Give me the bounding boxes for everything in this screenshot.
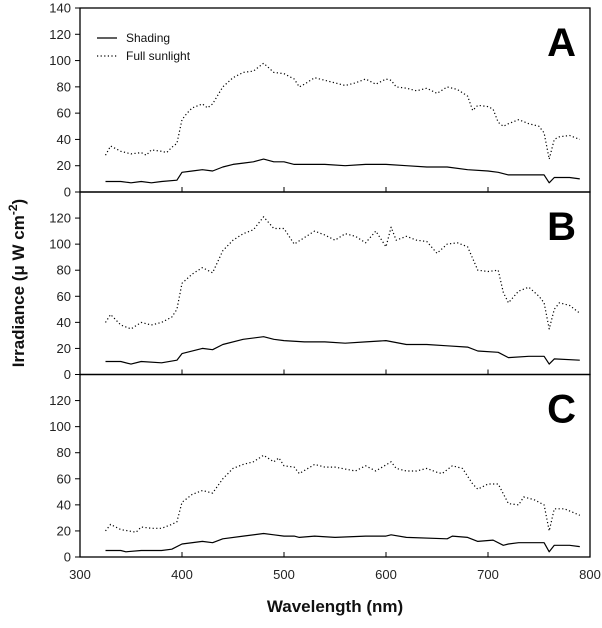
series-line-full-sunlight bbox=[104, 62, 581, 160]
y-tick-label: 20 bbox=[57, 523, 71, 538]
y-tick-label: 0 bbox=[64, 367, 71, 382]
y-tick-label: 60 bbox=[57, 289, 71, 304]
y-tick-label: 40 bbox=[57, 132, 71, 147]
y-tick-label: 100 bbox=[49, 419, 71, 434]
y-tick-label: 20 bbox=[57, 158, 71, 173]
y-tick-label: 0 bbox=[64, 550, 71, 565]
panel-label: C bbox=[547, 388, 576, 432]
legend-label-shading: Shading bbox=[126, 31, 170, 45]
panel-label: B bbox=[547, 205, 576, 249]
y-tick-label: 0 bbox=[64, 185, 71, 200]
x-tick-label: 700 bbox=[477, 567, 499, 582]
panel-label: A bbox=[547, 21, 576, 65]
y-tick-label: 120 bbox=[49, 393, 71, 408]
y-tick-label: 120 bbox=[49, 211, 71, 226]
panels: 0 20 40 60 80 100 120 140 A 0 20 40 60 80 100 120 B 0 20 40… bbox=[49, 1, 601, 583]
series-line-full-sunlight bbox=[105, 454, 581, 533]
y-tick-label: 100 bbox=[49, 53, 71, 68]
legend: Shading Full sunlight bbox=[97, 31, 191, 63]
y-axis-label: Irradiance (μ W cm-2) bbox=[6, 199, 28, 367]
legend-label-full-sunlight: Full sunlight bbox=[126, 49, 191, 63]
series-line-shading bbox=[105, 158, 580, 184]
y-tick-label: 140 bbox=[49, 1, 71, 16]
x-tick-label: 500 bbox=[273, 567, 295, 582]
y-tick-label: 80 bbox=[57, 263, 71, 278]
y-tick-label: 40 bbox=[57, 497, 71, 512]
series-line-shading bbox=[105, 532, 580, 553]
y-axis-label-superscript: -2 bbox=[6, 204, 20, 215]
x-tick-label: 400 bbox=[171, 567, 193, 582]
panel-b: 0 20 40 60 80 100 120 B bbox=[49, 191, 591, 382]
y-tick-label: 80 bbox=[57, 79, 71, 94]
y-axis-label-main: Irradiance (μ W cm bbox=[9, 215, 28, 367]
y-tick-label: 80 bbox=[57, 445, 71, 460]
x-tick-label: 600 bbox=[375, 567, 397, 582]
panel-c: 0 20 40 60 80 100 120 300 400 500 600 700 800 C bbox=[49, 373, 601, 582]
x-tick-label: 800 bbox=[579, 567, 601, 582]
x-tick-label: 300 bbox=[69, 567, 91, 582]
y-tick-label: 60 bbox=[57, 106, 71, 121]
panel-frame bbox=[79, 373, 591, 558]
y-axis-label-close: ) bbox=[9, 199, 28, 205]
y-tick-label: 120 bbox=[49, 27, 71, 42]
y-tick-label: 60 bbox=[57, 471, 71, 486]
series-line-full-sunlight bbox=[104, 216, 581, 330]
x-axis-label: Wavelength (nm) bbox=[267, 597, 403, 616]
y-tick-label: 20 bbox=[57, 341, 71, 356]
panel-frame bbox=[79, 191, 591, 376]
y-tick-label: 40 bbox=[57, 315, 71, 330]
y-tick-label: 100 bbox=[49, 237, 71, 252]
series-line-shading bbox=[105, 336, 580, 365]
